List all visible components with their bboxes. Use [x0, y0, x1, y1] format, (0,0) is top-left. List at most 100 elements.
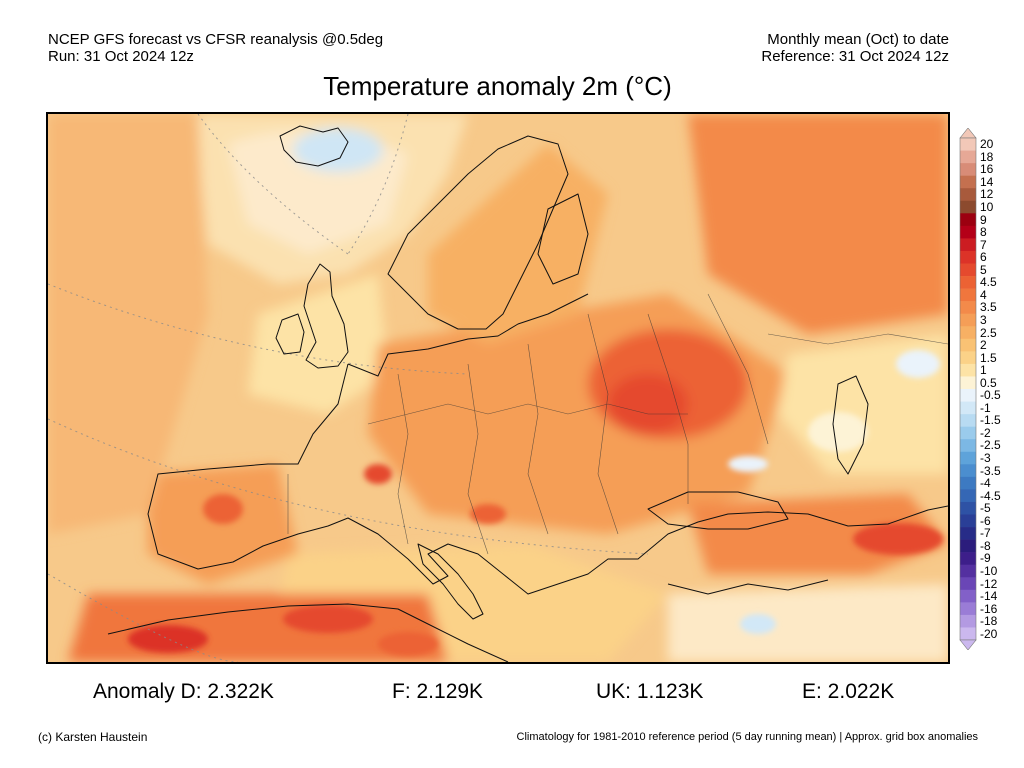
colorbar-top-arrow — [959, 127, 977, 139]
colorbar-label: -3 — [980, 451, 991, 466]
colorbar-label: 14 — [980, 174, 994, 189]
colorbar-label: -2 — [980, 425, 991, 440]
anomaly-france: F: 2.129K — [392, 680, 484, 703]
colorbar-swatch — [960, 175, 976, 189]
header-right: Monthly mean (Oct) to date Reference: 31… — [761, 31, 949, 65]
anomaly-germany: Anomaly D: 2.322K — [93, 680, 274, 703]
colorbar-swatch — [960, 389, 976, 402]
anomaly-spain: E: 2.022K — [802, 680, 895, 703]
colorbar-label: 4.5 — [980, 275, 997, 290]
colorbar-swatch — [960, 426, 976, 440]
regional-anomalies: Anomaly D: 2.322K F: 2.129K UK: 1.123K E… — [0, 680, 1024, 706]
colorbar-swatch — [960, 527, 976, 540]
colorbar-swatch — [960, 363, 976, 377]
colorbar-label: -10 — [980, 563, 998, 578]
colorbar-swatch — [960, 288, 976, 302]
colorbar-label: -2.5 — [980, 438, 1001, 453]
colorbar-label: -12 — [980, 576, 998, 591]
colorbar-swatch — [960, 627, 976, 641]
colorbar-label: 16 — [980, 162, 994, 177]
header-left: NCEP GFS forecast vs CFSR reanalysis @0.… — [48, 31, 383, 65]
colorbar-swatch — [960, 602, 976, 616]
colorbar-label: -5 — [980, 501, 991, 516]
colorbar-swatch — [960, 276, 976, 289]
colorbar-label: -8 — [980, 538, 991, 553]
colorbar-label: -0.5 — [980, 388, 1001, 403]
averaging-period: Monthly mean (Oct) to date — [767, 31, 949, 48]
colorbar-swatch — [960, 238, 976, 252]
colorbar-label: 12 — [980, 187, 994, 202]
colorbar-swatch — [960, 439, 976, 453]
colorbar-swatch — [960, 464, 976, 478]
anomaly-uk: UK: 1.123K — [596, 680, 704, 703]
colorbar-label: 1.5 — [980, 350, 997, 365]
colorbar-swatch — [960, 414, 976, 427]
colorbar-label: 2 — [980, 338, 987, 353]
colorbar-swatch — [960, 301, 976, 314]
graticule — [48, 114, 649, 662]
colorbar-label: -4.5 — [980, 488, 1001, 503]
colorbar-swatch — [960, 589, 976, 603]
credit: (c) Karsten Haustein — [38, 730, 148, 744]
colorbar-label: 18 — [980, 149, 994, 164]
colorbar-label: -3.5 — [980, 463, 1001, 478]
colorbar-label: 1 — [980, 363, 987, 378]
colorbar-label: -4 — [980, 476, 991, 491]
colorbar-swatch — [960, 489, 976, 503]
colorbar-swatch — [960, 539, 976, 553]
colorbar-label: -18 — [980, 614, 998, 629]
colorbar-swatch — [960, 577, 976, 591]
colorbar-label: -1.5 — [980, 413, 1001, 428]
colorbar-swatch — [960, 225, 976, 239]
political-borders — [287, 293, 948, 555]
colorbar-label: -9 — [980, 551, 991, 566]
reference-time: Reference: 31 Oct 2024 12z — [761, 48, 949, 65]
colorbar-swatch — [960, 338, 976, 352]
map-graphic — [48, 114, 948, 662]
colorbar-label: -7 — [980, 526, 991, 541]
anomaly-map — [46, 112, 950, 664]
colorbar-swatch — [960, 163, 976, 176]
colorbar-label: 3.5 — [980, 300, 997, 315]
colorbar-label: -16 — [980, 601, 998, 616]
colorbar-label: -20 — [980, 626, 998, 641]
colorbar-swatch — [960, 138, 976, 151]
colorbar-label: -14 — [980, 589, 998, 604]
colorbar-swatch — [960, 150, 976, 164]
model-description: NCEP GFS forecast vs CFSR reanalysis @0.… — [48, 31, 384, 48]
colorbar-swatch — [960, 501, 976, 515]
colorbar — [958, 127, 978, 651]
colorbar-swatch — [960, 514, 976, 528]
colorbar-label: 8 — [980, 225, 987, 240]
colorbar-swatch — [960, 213, 976, 227]
colorbar-swatch — [960, 564, 976, 578]
colorbar-bottom-arrow — [959, 639, 977, 651]
colorbar-label: 20 — [980, 137, 994, 152]
colorbar-label: 10 — [980, 200, 994, 215]
colorbar-label: 5 — [980, 262, 987, 277]
colorbar-swatch — [960, 552, 976, 565]
colorbar-swatch — [960, 351, 976, 365]
colorbar-swatch — [960, 376, 976, 390]
climatology-note: Climatology for 1981-2010 reference peri… — [516, 731, 978, 743]
colorbar-swatch — [960, 263, 976, 277]
colorbar-swatch — [960, 451, 976, 465]
colorbar-swatch — [960, 401, 976, 415]
colorbar-label: -1 — [980, 400, 991, 415]
colorbar-label: 7 — [980, 237, 987, 252]
colorbar-swatch — [960, 326, 976, 340]
colorbar-label: 4 — [980, 287, 987, 302]
colorbar-label: 2.5 — [980, 325, 997, 340]
map-title: Temperature anomaly 2m (°C) — [323, 71, 672, 101]
colorbar-label: 3 — [980, 312, 987, 327]
colorbar-swatch — [960, 250, 976, 264]
colorbar-swatch — [960, 614, 976, 628]
colorbar-swatch — [960, 313, 976, 327]
colorbar-label: 0.5 — [980, 375, 997, 390]
colorbar-swatch — [960, 200, 976, 214]
colorbar-graphic — [959, 127, 977, 651]
run-time: Run: 31 Oct 2024 12z — [48, 48, 194, 65]
colorbar-swatch — [960, 476, 976, 490]
colorbar-label: -6 — [980, 513, 991, 528]
coastlines — [107, 125, 948, 662]
